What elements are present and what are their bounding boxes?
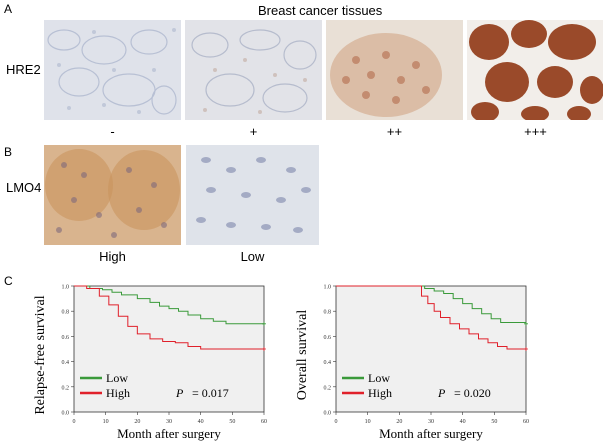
censor-mark-high	[262, 347, 266, 351]
micrograph-hre2-plus-plus	[326, 20, 463, 120]
p-value: = 0.017	[192, 386, 229, 400]
legend-label-low: Low	[368, 371, 390, 385]
x-tick-label: 0	[335, 419, 338, 425]
x-tick-label: 50	[491, 419, 497, 425]
legend-label-high: High	[106, 386, 130, 400]
legend-label-high: High	[368, 386, 392, 400]
x-tick-label: 40	[460, 419, 466, 425]
survival-curve-high	[336, 285, 526, 350]
x-tick-label: 30	[166, 419, 172, 425]
panel-a-title: Breast cancer tissues	[258, 3, 383, 18]
p-label: P	[175, 386, 184, 400]
caption-negative: -	[110, 124, 115, 139]
y-tick-label: 0.0	[324, 411, 332, 417]
y-axis-label: Overall survival	[295, 310, 310, 401]
micrograph-hre2-negative	[44, 20, 181, 120]
y-tick-label: 0.6	[324, 335, 332, 341]
y-axis-label: Relapse-free survival	[33, 295, 48, 414]
caption-plus: +	[249, 124, 258, 139]
x-tick-label: 20	[134, 419, 140, 425]
micrograph-hre2-plus-plus-plus	[467, 20, 603, 120]
panel-label-b: B	[4, 145, 13, 159]
x-tick-label: 10	[365, 419, 371, 425]
x-tick-label: 40	[198, 419, 204, 425]
x-tick-label: 10	[103, 419, 109, 425]
row-label-hre2: HRE2	[6, 62, 41, 77]
caption-low: Low	[240, 249, 265, 264]
censor-mark-low	[524, 321, 528, 326]
micrograph-hre2-plus	[185, 20, 322, 120]
x-tick-label: 60	[523, 419, 529, 425]
censor-mark-low	[262, 321, 266, 326]
caption-plus-plus-plus: +++	[524, 124, 547, 139]
panel-label-c: C	[4, 274, 13, 288]
caption-plus-plus: ++	[386, 124, 403, 139]
x-tick-label: 20	[396, 419, 402, 425]
legend-label-low: Low	[106, 371, 128, 385]
y-tick-label: 0.4	[324, 360, 332, 366]
y-tick-label: 1.0	[62, 285, 70, 291]
y-tick-label: 0.8	[62, 310, 70, 316]
x-axis-label: Month after surgery	[379, 426, 483, 441]
y-tick-label: 0.2	[324, 385, 332, 391]
y-tick-label: 0.2	[62, 385, 70, 391]
p-value: = 0.020	[454, 386, 491, 400]
micrograph-lmo4-high	[44, 145, 181, 245]
x-axis-label: Month after surgery	[117, 426, 221, 441]
micrograph-lmo4-low	[186, 145, 319, 245]
row-label-lmo4: LMO4	[6, 180, 42, 195]
y-tick-label: 0.8	[324, 310, 332, 316]
y-tick-label: 0.6	[62, 335, 70, 341]
x-tick-label: 30	[428, 419, 434, 425]
survival-curve-low	[336, 285, 527, 324]
x-tick-label: 0	[73, 419, 76, 425]
survival-curve-low	[74, 285, 264, 325]
x-tick-label: 60	[261, 419, 267, 425]
y-tick-label: 1.0	[324, 285, 332, 291]
caption-high: High	[99, 249, 126, 264]
p-label: P	[437, 386, 446, 400]
plot-area	[335, 285, 527, 413]
survival-curve-high	[74, 285, 264, 350]
y-tick-label: 0.0	[62, 411, 70, 417]
x-tick-label: 50	[229, 419, 235, 425]
panel-label-a: A	[4, 2, 13, 16]
y-tick-label: 0.4	[62, 360, 70, 366]
censor-mark-high	[524, 347, 528, 351]
